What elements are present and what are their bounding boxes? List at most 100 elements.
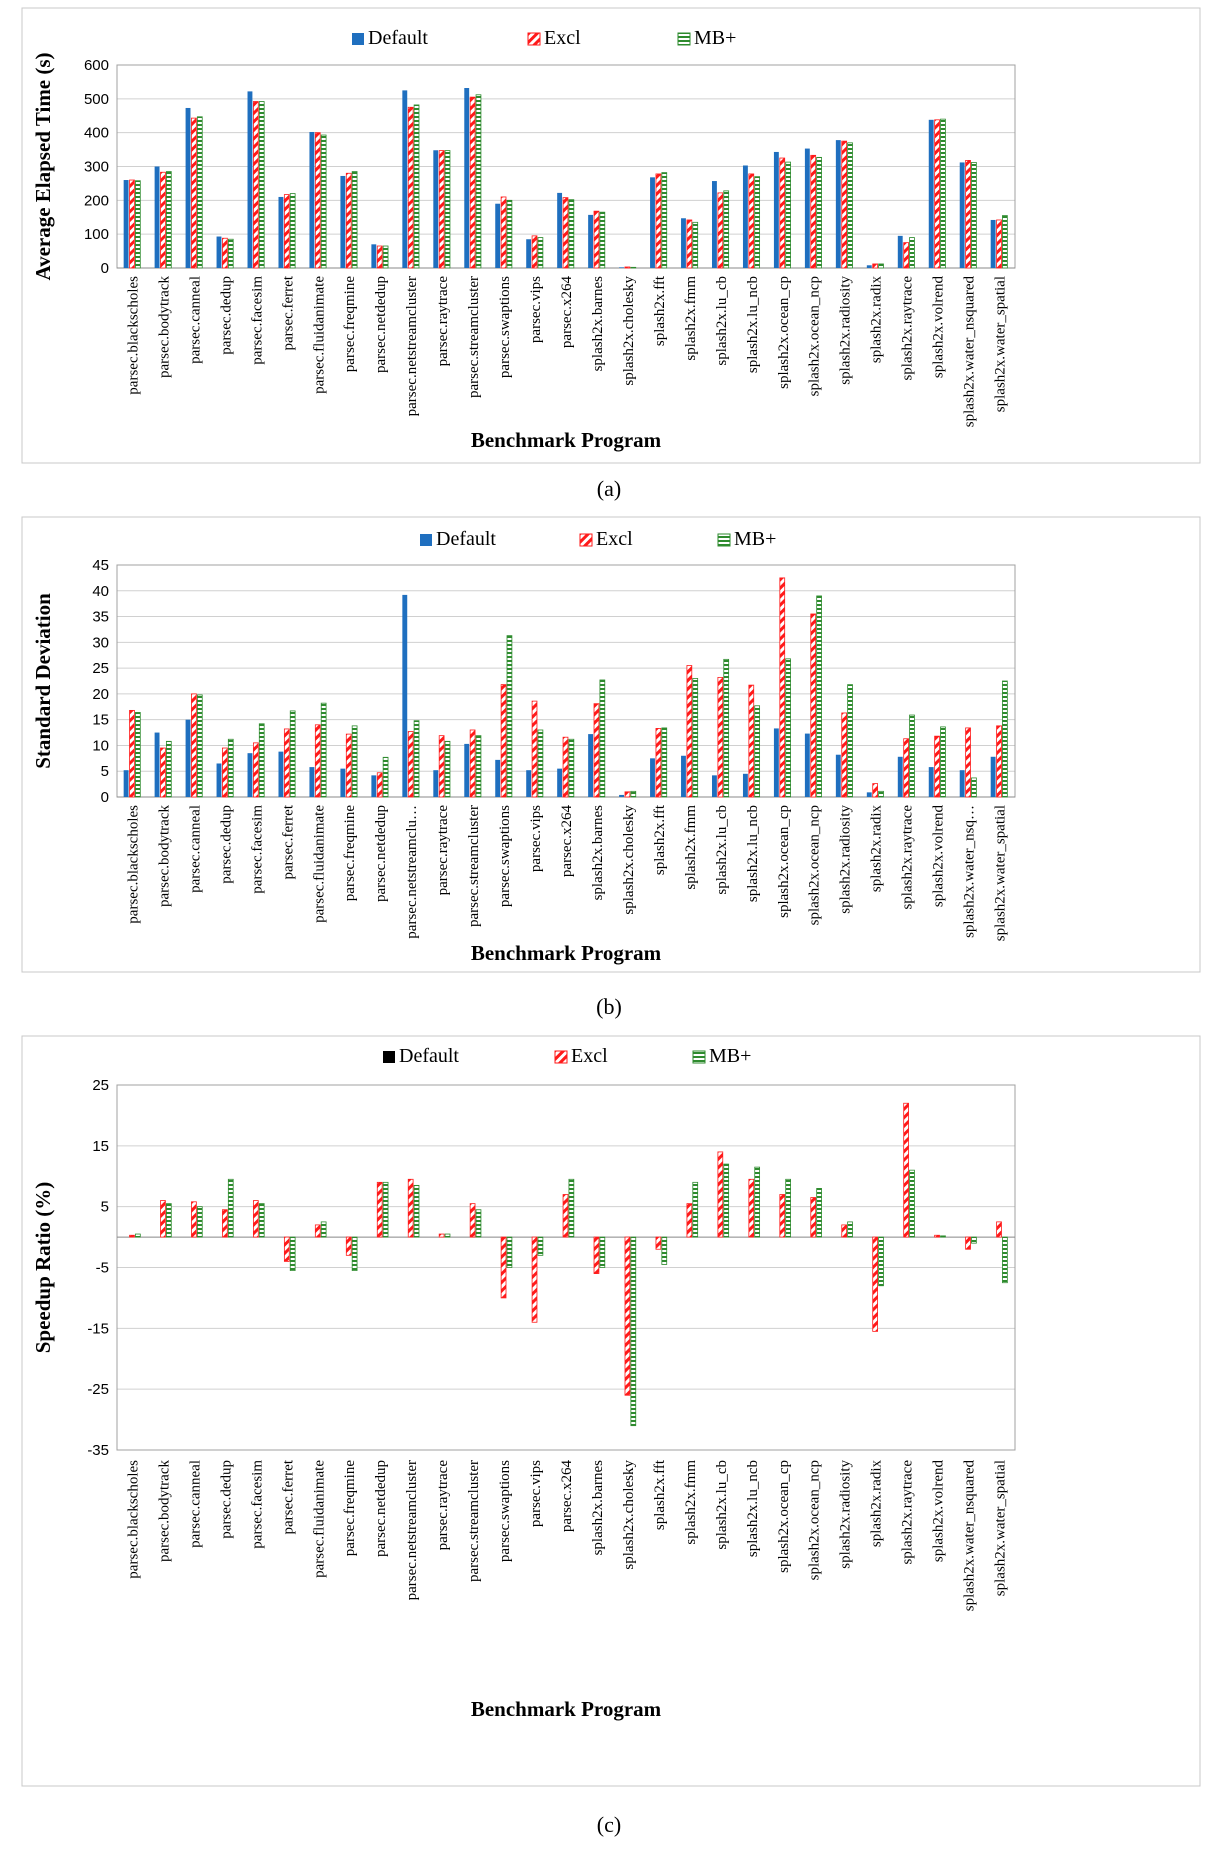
bar-default-23	[835, 140, 841, 268]
y-tick-label: 25	[92, 1077, 109, 1094]
legend-label: Excl	[544, 27, 581, 49]
bar-mbplus-1	[165, 171, 172, 269]
panel-caption: (a)	[597, 476, 621, 501]
x-tick-label: parsec.netdedup	[373, 1460, 389, 1557]
bar-excl-5	[283, 1236, 290, 1262]
y-tick-label: 500	[84, 91, 109, 108]
x-tick-label: parsec.canneal	[187, 805, 203, 893]
x-tick-label: parsec.netdedup	[373, 805, 389, 902]
legend-swatch-1	[527, 32, 541, 46]
bar-default-28	[990, 219, 996, 268]
bar-excl-20	[748, 1178, 755, 1238]
bar-default-5	[278, 751, 284, 797]
bar-mbplus-3	[227, 738, 234, 798]
bar-excl-16	[624, 266, 631, 269]
bar-mbplus-25	[909, 714, 915, 798]
bar-excl-22	[810, 613, 817, 798]
bar-excl-4	[252, 101, 259, 269]
x-tick-label: splash2x.fmm	[683, 276, 699, 361]
bar-excl-11	[469, 729, 476, 798]
y-tick-label: -5	[96, 1260, 109, 1277]
bar-mbplus-4	[258, 1203, 265, 1238]
bar-default-12	[495, 203, 501, 268]
bar-excl-27	[965, 1236, 971, 1250]
bar-excl-17	[655, 1236, 662, 1250]
bar-mbplus-7	[351, 725, 358, 798]
bar-default-11	[464, 88, 470, 268]
x-axis-title: Benchmark Program	[471, 941, 662, 965]
bar-default-1	[154, 166, 160, 268]
bar-excl-5	[283, 728, 290, 798]
legend-label: Default	[399, 1045, 459, 1067]
bar-mbplus-5	[289, 193, 296, 269]
bar-excl-19	[717, 676, 724, 798]
bar-excl-20	[748, 173, 755, 269]
bar-default-3	[216, 236, 222, 268]
bar-mbplus-28	[1002, 680, 1008, 798]
x-tick-label: splash2x.barnes	[590, 805, 606, 901]
bar-excl-23	[841, 712, 848, 798]
x-tick-label: parsec.vips	[528, 1460, 544, 1527]
bar-excl-7	[345, 172, 352, 269]
bar-excl-22	[810, 1197, 817, 1238]
bar-mbplus-12	[506, 1236, 513, 1268]
bar-mbplus-2	[196, 116, 203, 269]
y-axis-title: Speedup Ratio (%)	[31, 1182, 55, 1354]
bar-default-21	[773, 728, 779, 797]
x-tick-label: parsec.canneal	[187, 1460, 203, 1548]
bar-mbplus-1	[165, 740, 172, 798]
bar-mbplus-1	[165, 1203, 172, 1238]
legend-swatch-0	[352, 33, 364, 45]
bar-mbplus-21	[785, 1178, 791, 1238]
y-tick-label: 45	[92, 557, 109, 574]
y-tick-label: -25	[87, 1381, 109, 1398]
bar-mbplus-8	[382, 756, 389, 798]
bar-mbplus-8	[382, 1181, 389, 1238]
bar-excl-9	[407, 106, 414, 269]
bar-default-8	[371, 244, 377, 268]
bar-default-13	[526, 770, 532, 797]
bar-mbplus-0	[135, 1233, 141, 1238]
bar-excl-15	[593, 210, 600, 269]
x-tick-label: splash2x.cholesky	[621, 805, 637, 915]
bar-mbplus-3	[227, 1178, 234, 1238]
bar-mbplus-16	[630, 790, 637, 798]
bar-default-17	[650, 177, 655, 268]
bar-excl-23	[841, 140, 848, 269]
bar-mbplus-19	[723, 1163, 730, 1238]
x-tick-label: parsec.streamcluster	[466, 805, 482, 927]
bar-mbplus-5	[289, 710, 296, 798]
bar-excl-21	[779, 577, 786, 798]
bar-excl-20	[748, 684, 755, 798]
bar-default-26	[928, 767, 934, 797]
bar-default-5	[278, 196, 284, 268]
x-tick-label: parsec.freqmine	[342, 805, 358, 902]
bar-mbplus-13	[537, 729, 544, 798]
x-tick-label: parsec.blackscholes	[126, 805, 142, 924]
x-tick-label: parsec.fluidanimate	[311, 1460, 327, 1578]
bar-default-25	[897, 235, 903, 268]
bar-mbplus-23	[847, 1221, 853, 1238]
bar-mbplus-18	[692, 221, 699, 269]
x-axis-title: Benchmark Program	[471, 1697, 662, 1721]
bar-mbplus-6	[320, 134, 327, 269]
bar-default-7	[340, 768, 346, 797]
bar-mbplus-24	[878, 1236, 884, 1287]
bar-mbplus-25	[909, 237, 915, 269]
bar-excl-25	[903, 738, 909, 798]
x-tick-label: parsec.dedup	[218, 276, 234, 355]
bar-mbplus-3	[227, 238, 234, 269]
bar-excl-3	[222, 747, 228, 798]
bar-excl-17	[655, 728, 662, 798]
bar-mbplus-16	[630, 1236, 637, 1427]
x-tick-label: splash2x.radiosity	[838, 805, 854, 914]
bar-excl-17	[655, 173, 662, 269]
bar-mbplus-4	[258, 101, 265, 269]
x-tick-label: splash2x.radiosity	[838, 1460, 854, 1569]
bar-mbplus-5	[289, 1236, 296, 1271]
bar-excl-12	[500, 1236, 507, 1299]
bar-default-9	[402, 90, 408, 269]
x-tick-label: splash2x.barnes	[590, 1460, 606, 1556]
x-tick-label: parsec.bodytrack	[156, 1460, 172, 1563]
